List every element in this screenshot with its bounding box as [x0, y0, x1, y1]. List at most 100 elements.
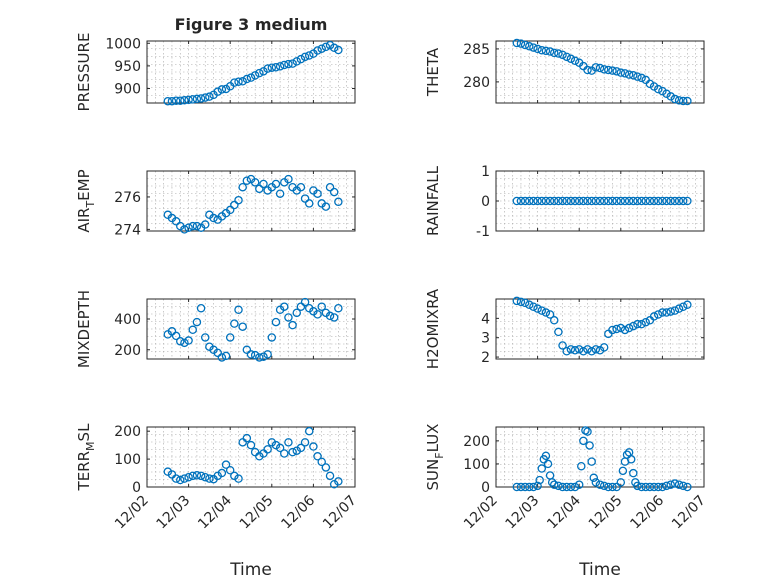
data-point	[329, 313, 339, 322]
data-point	[620, 196, 630, 206]
data-point	[595, 63, 605, 73]
data-point	[683, 196, 692, 206]
data-point	[205, 92, 214, 101]
data-point	[637, 319, 646, 329]
subplot-airtemp: 274 276 AIRTEMP	[75, 169, 356, 238]
data-point	[225, 333, 235, 342]
data-point	[612, 324, 621, 334]
data-point	[263, 445, 272, 454]
data-point	[587, 347, 596, 356]
data-point	[579, 347, 588, 356]
ytick-label: 900	[114, 82, 141, 98]
data-point	[616, 196, 626, 206]
data-point	[591, 196, 601, 206]
series-pressure	[163, 40, 343, 106]
data-point	[300, 52, 310, 62]
data-point	[545, 310, 555, 319]
data-point	[629, 468, 638, 478]
data-point	[612, 196, 621, 206]
data-point	[653, 196, 663, 206]
series-h2omixra	[512, 296, 692, 356]
data-point	[516, 196, 526, 206]
ytick-label: 0	[132, 480, 141, 496]
data-point	[622, 450, 632, 459]
data-point	[167, 327, 177, 336]
ylabel-terrmsl: TERRMSL	[75, 423, 97, 492]
data-point	[184, 336, 193, 345]
figure-title: Figure 3 medium	[175, 15, 328, 34]
subplot-h2omixra: 2 3 4 H2OMIXRA	[424, 288, 705, 369]
data-point	[670, 479, 680, 488]
data-point	[184, 472, 193, 482]
data-point	[255, 184, 264, 194]
data-point	[171, 96, 181, 105]
data-point	[280, 302, 289, 311]
data-point	[624, 196, 634, 206]
data-point	[313, 310, 322, 319]
data-point	[608, 482, 617, 492]
ylabel-rainfall: RAINFALL	[424, 165, 442, 236]
data-point	[284, 174, 293, 184]
data-point	[284, 59, 293, 69]
xlabel-sunflux: Time	[578, 560, 621, 580]
data-point	[196, 471, 206, 481]
data-point	[246, 440, 256, 450]
data-point	[275, 189, 285, 198]
ylabel-theta: THETA	[424, 47, 442, 97]
data-point	[529, 196, 538, 206]
ytick-label: -1	[476, 224, 490, 240]
data-point	[275, 62, 285, 71]
series-theta	[512, 38, 692, 106]
data-point	[558, 50, 567, 60]
data-point	[516, 39, 526, 48]
data-point	[334, 45, 343, 55]
data-point	[633, 481, 642, 491]
data-point	[549, 480, 559, 489]
data-point	[259, 352, 268, 361]
data-point	[296, 302, 306, 311]
data-point	[554, 49, 563, 58]
ytick-label: 950	[114, 59, 141, 75]
ylabel-part: SUN	[424, 459, 442, 491]
data-point	[259, 67, 268, 76]
data-point	[678, 302, 688, 311]
data-point	[683, 482, 692, 492]
data-point	[184, 95, 193, 105]
data-point	[549, 196, 559, 206]
data-point	[599, 65, 609, 74]
data-point	[608, 196, 617, 206]
xlabel-terrmsl: Time	[229, 560, 272, 580]
grid-mixdepth	[147, 299, 355, 359]
data-point	[163, 96, 173, 106]
data-point	[666, 480, 675, 489]
data-point	[533, 304, 542, 313]
data-point	[641, 482, 651, 492]
data-point	[574, 345, 584, 354]
ytick-label: 200	[463, 434, 490, 450]
data-point	[537, 464, 547, 473]
series-airtemp	[163, 174, 343, 234]
data-point	[529, 43, 538, 52]
data-point	[583, 65, 592, 75]
data-point	[595, 480, 605, 489]
data-point	[300, 194, 310, 203]
data-point	[192, 94, 202, 104]
data-point	[570, 56, 580, 66]
data-point	[234, 77, 243, 86]
data-point	[645, 196, 655, 206]
data-point	[238, 77, 247, 86]
data-point	[325, 471, 335, 481]
data-point	[533, 44, 542, 54]
data-point	[570, 482, 580, 492]
data-point	[321, 463, 331, 472]
data-point	[267, 333, 277, 342]
ytick-label: 100	[463, 457, 490, 473]
data-point	[292, 308, 302, 318]
ylabel-airtemp: AIRTEMP	[75, 169, 97, 232]
data-point	[238, 322, 247, 331]
series-terrmsl	[163, 426, 343, 489]
data-point	[653, 84, 663, 94]
data-point	[313, 46, 322, 55]
data-point	[304, 199, 314, 208]
data-point	[313, 189, 322, 198]
